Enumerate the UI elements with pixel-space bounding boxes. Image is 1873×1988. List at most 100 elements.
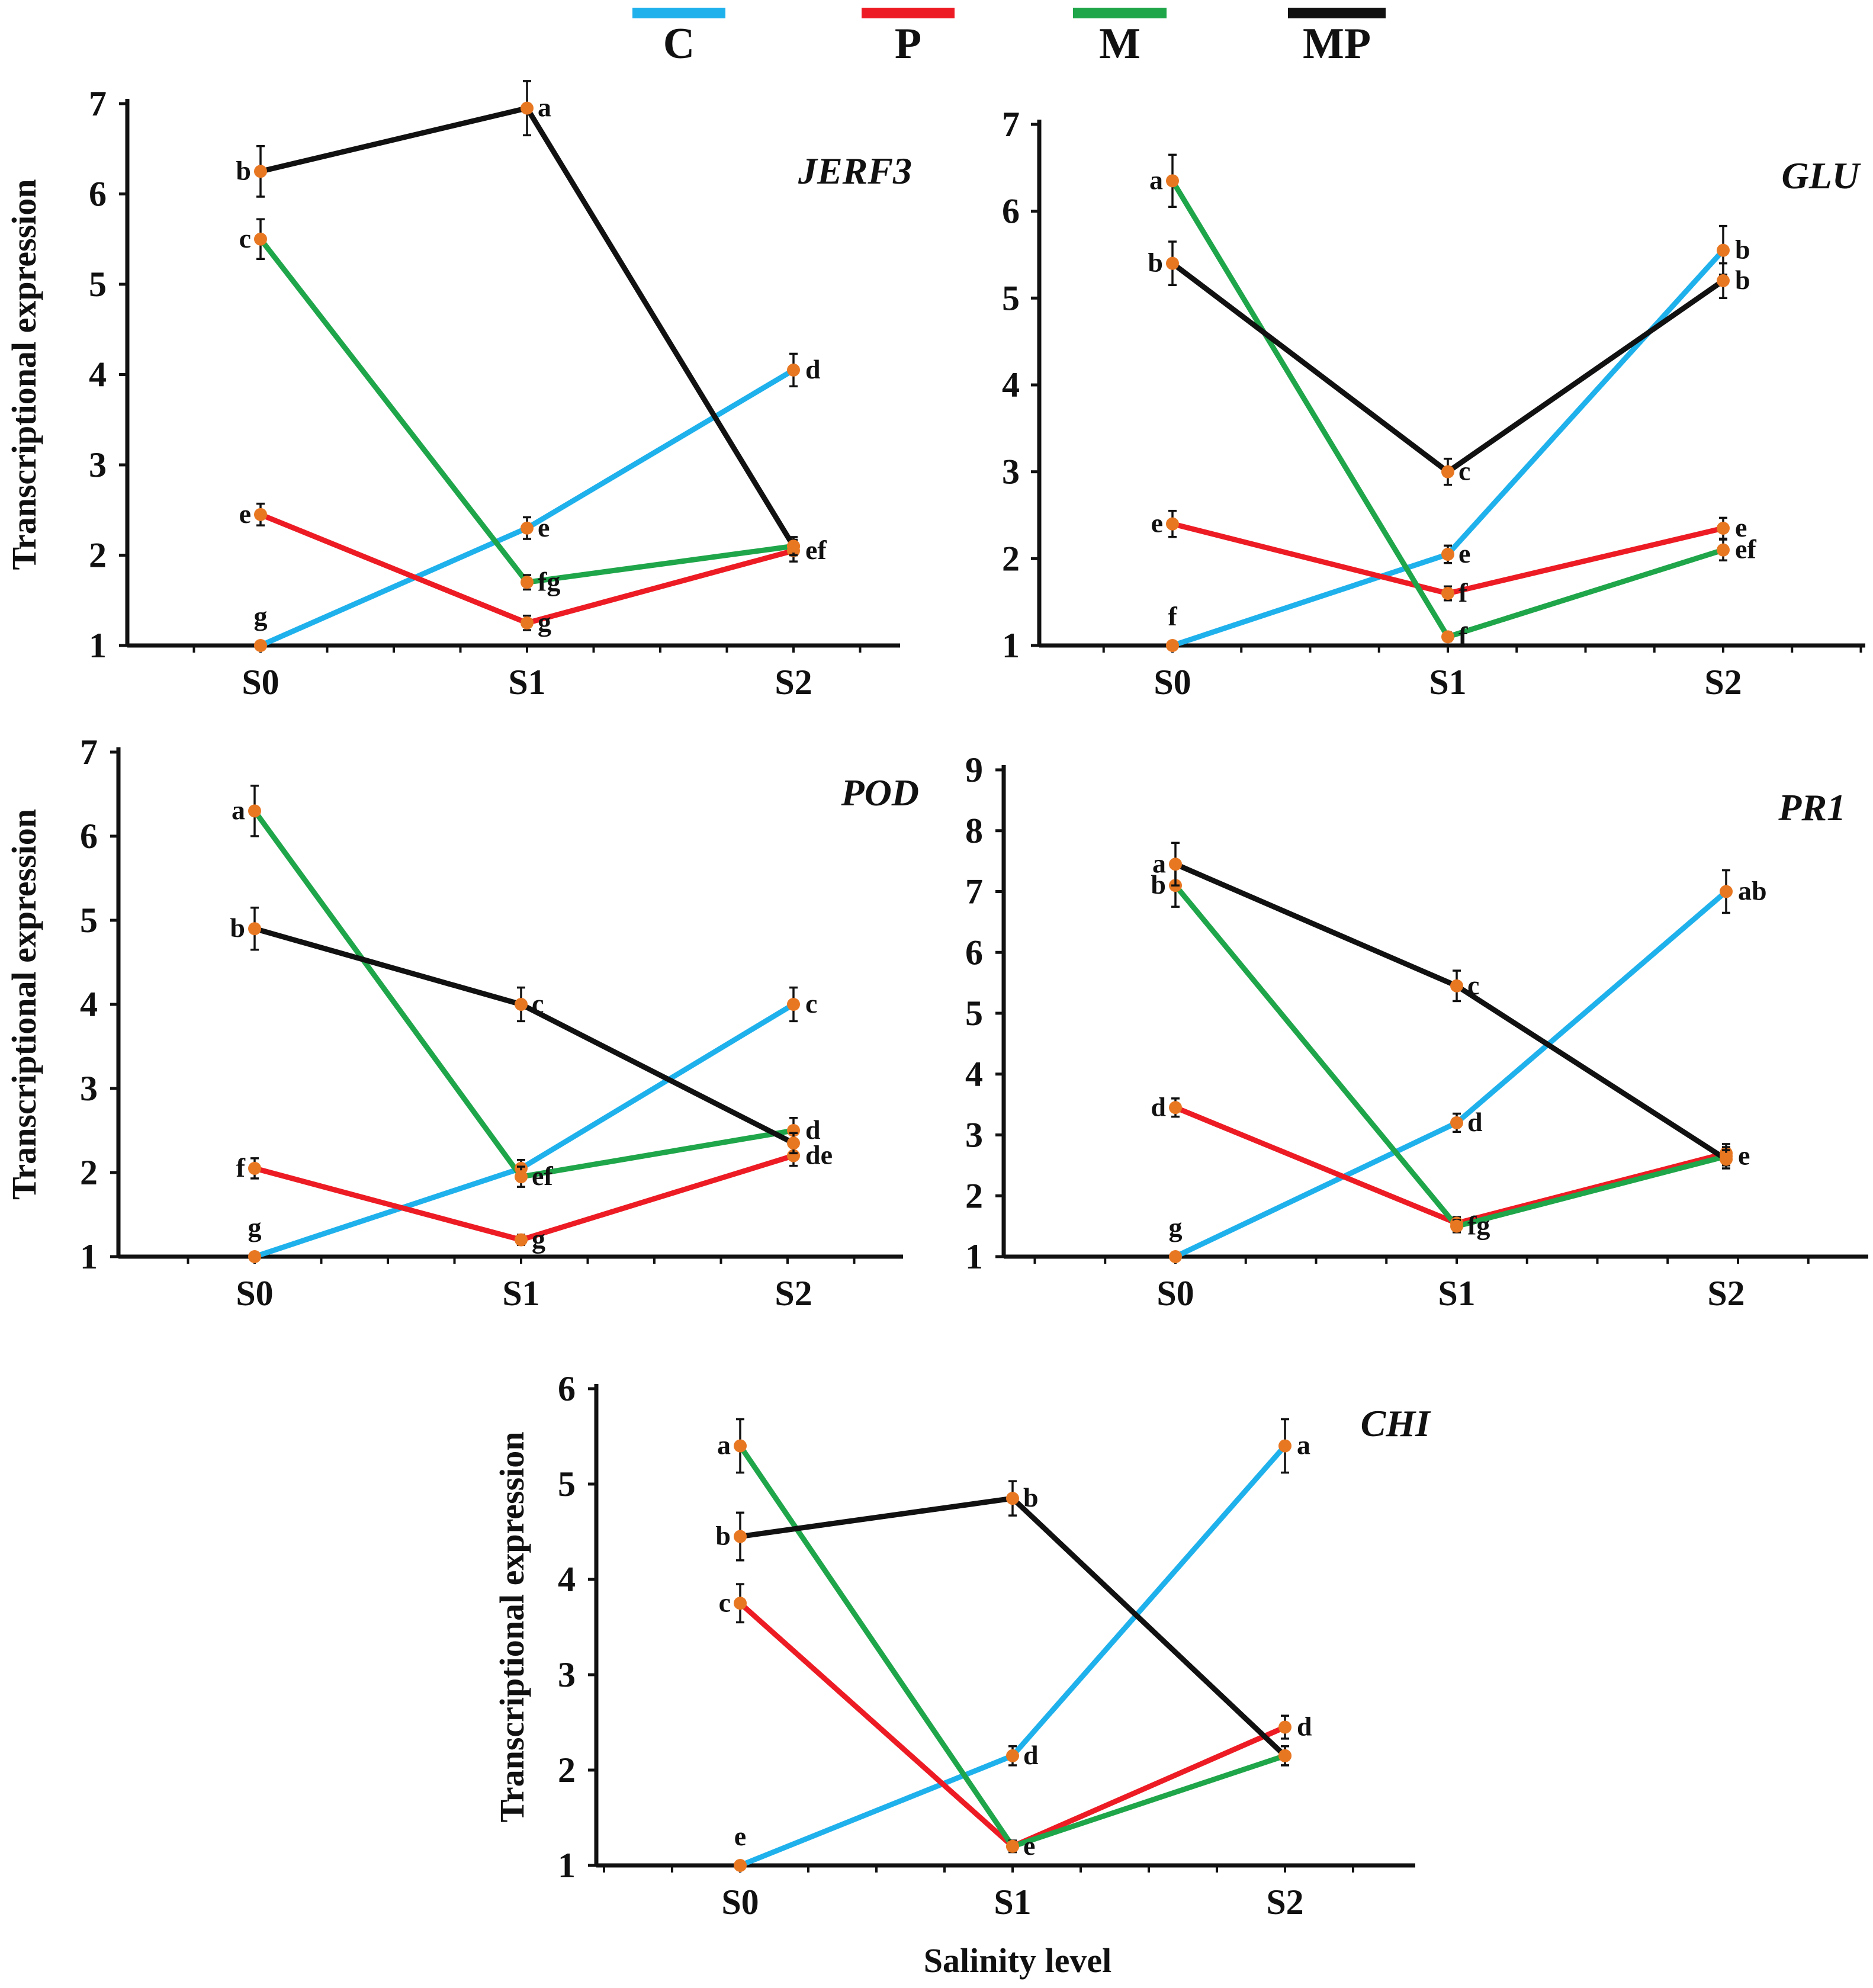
data-point-p-s0	[1166, 517, 1179, 531]
significance-letter: b	[1735, 235, 1750, 265]
data-point-m-s2	[1717, 543, 1730, 557]
x-tick-label-s1: S1	[502, 1274, 539, 1313]
data-point-p-s2	[1717, 522, 1730, 535]
series-line-m	[1173, 884, 1727, 1229]
y-tick-label: 9	[965, 750, 983, 789]
significance-letter: c	[1467, 970, 1479, 1000]
significance-letter: g	[532, 1224, 545, 1254]
legend-label-p: P	[895, 20, 921, 68]
x-tick-label-s2: S2	[775, 663, 812, 702]
significance-letter: c	[1458, 456, 1470, 486]
y-axis-title: Transcriptional expression	[493, 1431, 531, 1822]
y-tick-label: 5	[965, 994, 983, 1033]
x-tick-label-s0: S0	[721, 1883, 759, 1922]
legend-label-mp: MP	[1303, 20, 1371, 68]
data-point-c-s0	[1169, 1250, 1182, 1263]
data-point-mp-s1	[1441, 465, 1454, 478]
series-line-mp	[1174, 862, 1728, 1162]
x-tick-label-s0: S0	[1154, 663, 1191, 702]
data-point-mp-s0	[1169, 857, 1182, 871]
significance-letter: b	[1148, 248, 1163, 278]
data-point-mp-s0	[734, 1530, 747, 1543]
x-tick-label-s1: S1	[1438, 1274, 1475, 1313]
y-tick-label: 2	[89, 536, 107, 575]
panel-title: PR1	[1778, 786, 1846, 828]
significance-letter: a	[538, 92, 551, 123]
data-point-m-s0	[1166, 174, 1179, 188]
data-point-mp-s0	[248, 922, 261, 936]
significance-letter: b	[1735, 265, 1750, 295]
x-tick-label-s2: S2	[1704, 663, 1742, 702]
significance-letter: a	[1297, 1430, 1310, 1460]
data-point-m-s1	[515, 1170, 528, 1184]
chart-panel-chi: 1 2 3 4 5 6 S0 S1 S2 Transcriptional expression Sa…	[493, 1369, 1431, 1980]
data-point-c-s2	[1720, 885, 1733, 898]
y-tick-label: 6	[80, 817, 98, 856]
significance-letter: a	[1152, 848, 1166, 878]
significance-letter: c	[239, 223, 251, 253]
significance-letter: a	[1149, 165, 1163, 195]
x-tick-label-s0: S0	[236, 1274, 273, 1313]
significance-letter: d	[1151, 1091, 1166, 1122]
data-point-m-s1	[1441, 630, 1454, 644]
significance-letter: g	[1169, 1212, 1183, 1242]
data-point-c-s0	[1166, 639, 1179, 652]
x-axis-title: Salinity level	[924, 1941, 1111, 1980]
panel-title: CHI	[1361, 1402, 1431, 1444]
legend-label-m: M	[1099, 20, 1140, 68]
series-line-m	[252, 809, 794, 1180]
significance-letter: de	[805, 1140, 833, 1170]
panel-title: POD	[840, 772, 919, 814]
data-point-p-s0	[1169, 1101, 1182, 1115]
significance-letter: e	[1023, 1830, 1035, 1861]
significance-letter: b	[230, 913, 245, 943]
legend: C P M MP	[632, 8, 1386, 68]
data-point-p-s0	[248, 1161, 261, 1175]
y-tick-label: 7	[89, 84, 107, 123]
y-tick-label: 3	[89, 445, 107, 484]
data-point-m-s0	[254, 232, 267, 246]
y-tick-label: 4	[965, 1055, 983, 1094]
data-point-c-s2	[1278, 1439, 1291, 1453]
y-tick-label: 5	[80, 901, 98, 940]
data-point-p-s0	[254, 508, 267, 521]
significance-letter: e	[1735, 512, 1747, 542]
data-point-mp-s0	[1166, 256, 1179, 270]
data-point-c-s1	[1441, 548, 1454, 561]
significance-letter: f	[1458, 621, 1468, 651]
y-tick-label: 6	[89, 175, 107, 214]
y-tick-label: 4	[89, 355, 107, 394]
y-tick-label: 5	[89, 265, 107, 304]
significance-letter: c	[805, 988, 817, 1019]
data-point-p-s0	[734, 1597, 747, 1610]
data-point-mp-s1	[1006, 1492, 1019, 1505]
data-point-c-s0	[248, 1250, 261, 1263]
significance-letter: b	[1023, 1482, 1039, 1512]
data-point-m-s0	[248, 804, 261, 818]
x-tick-label-s1: S1	[1429, 663, 1466, 702]
series-line-c	[1174, 889, 1728, 1260]
series-line-mp	[1171, 261, 1725, 475]
y-tick-label: 7	[965, 872, 983, 911]
series-line-m	[1170, 179, 1724, 640]
y-tick-label: 1	[80, 1237, 98, 1276]
series-line-mp	[253, 926, 795, 1146]
y-tick-label: 3	[558, 1655, 576, 1694]
y-tick-label: 7	[80, 733, 98, 772]
significance-letter: d	[805, 354, 821, 384]
y-tick-label: 2	[965, 1176, 983, 1215]
significance-letter: ef	[1735, 534, 1756, 564]
significance-letter: d	[1467, 1107, 1483, 1137]
y-axis-title: Transcriptional expression	[5, 179, 43, 570]
chart-panel-pod: 1 2 3 4 5 6 7 S0 S1 S2 Transcriptional expression P…	[5, 733, 919, 1313]
y-tick-label: 3	[80, 1069, 98, 1108]
y-tick-label: 1	[89, 626, 107, 665]
significance-letter: b	[715, 1521, 731, 1551]
significance-letter: e	[538, 512, 550, 542]
x-tick-label-s0: S0	[1156, 1274, 1194, 1313]
data-point-c-s0	[734, 1859, 747, 1872]
y-tick-label: 7	[1002, 105, 1020, 144]
data-point-mp-s1	[521, 101, 534, 115]
significance-letter: g	[248, 1212, 262, 1242]
